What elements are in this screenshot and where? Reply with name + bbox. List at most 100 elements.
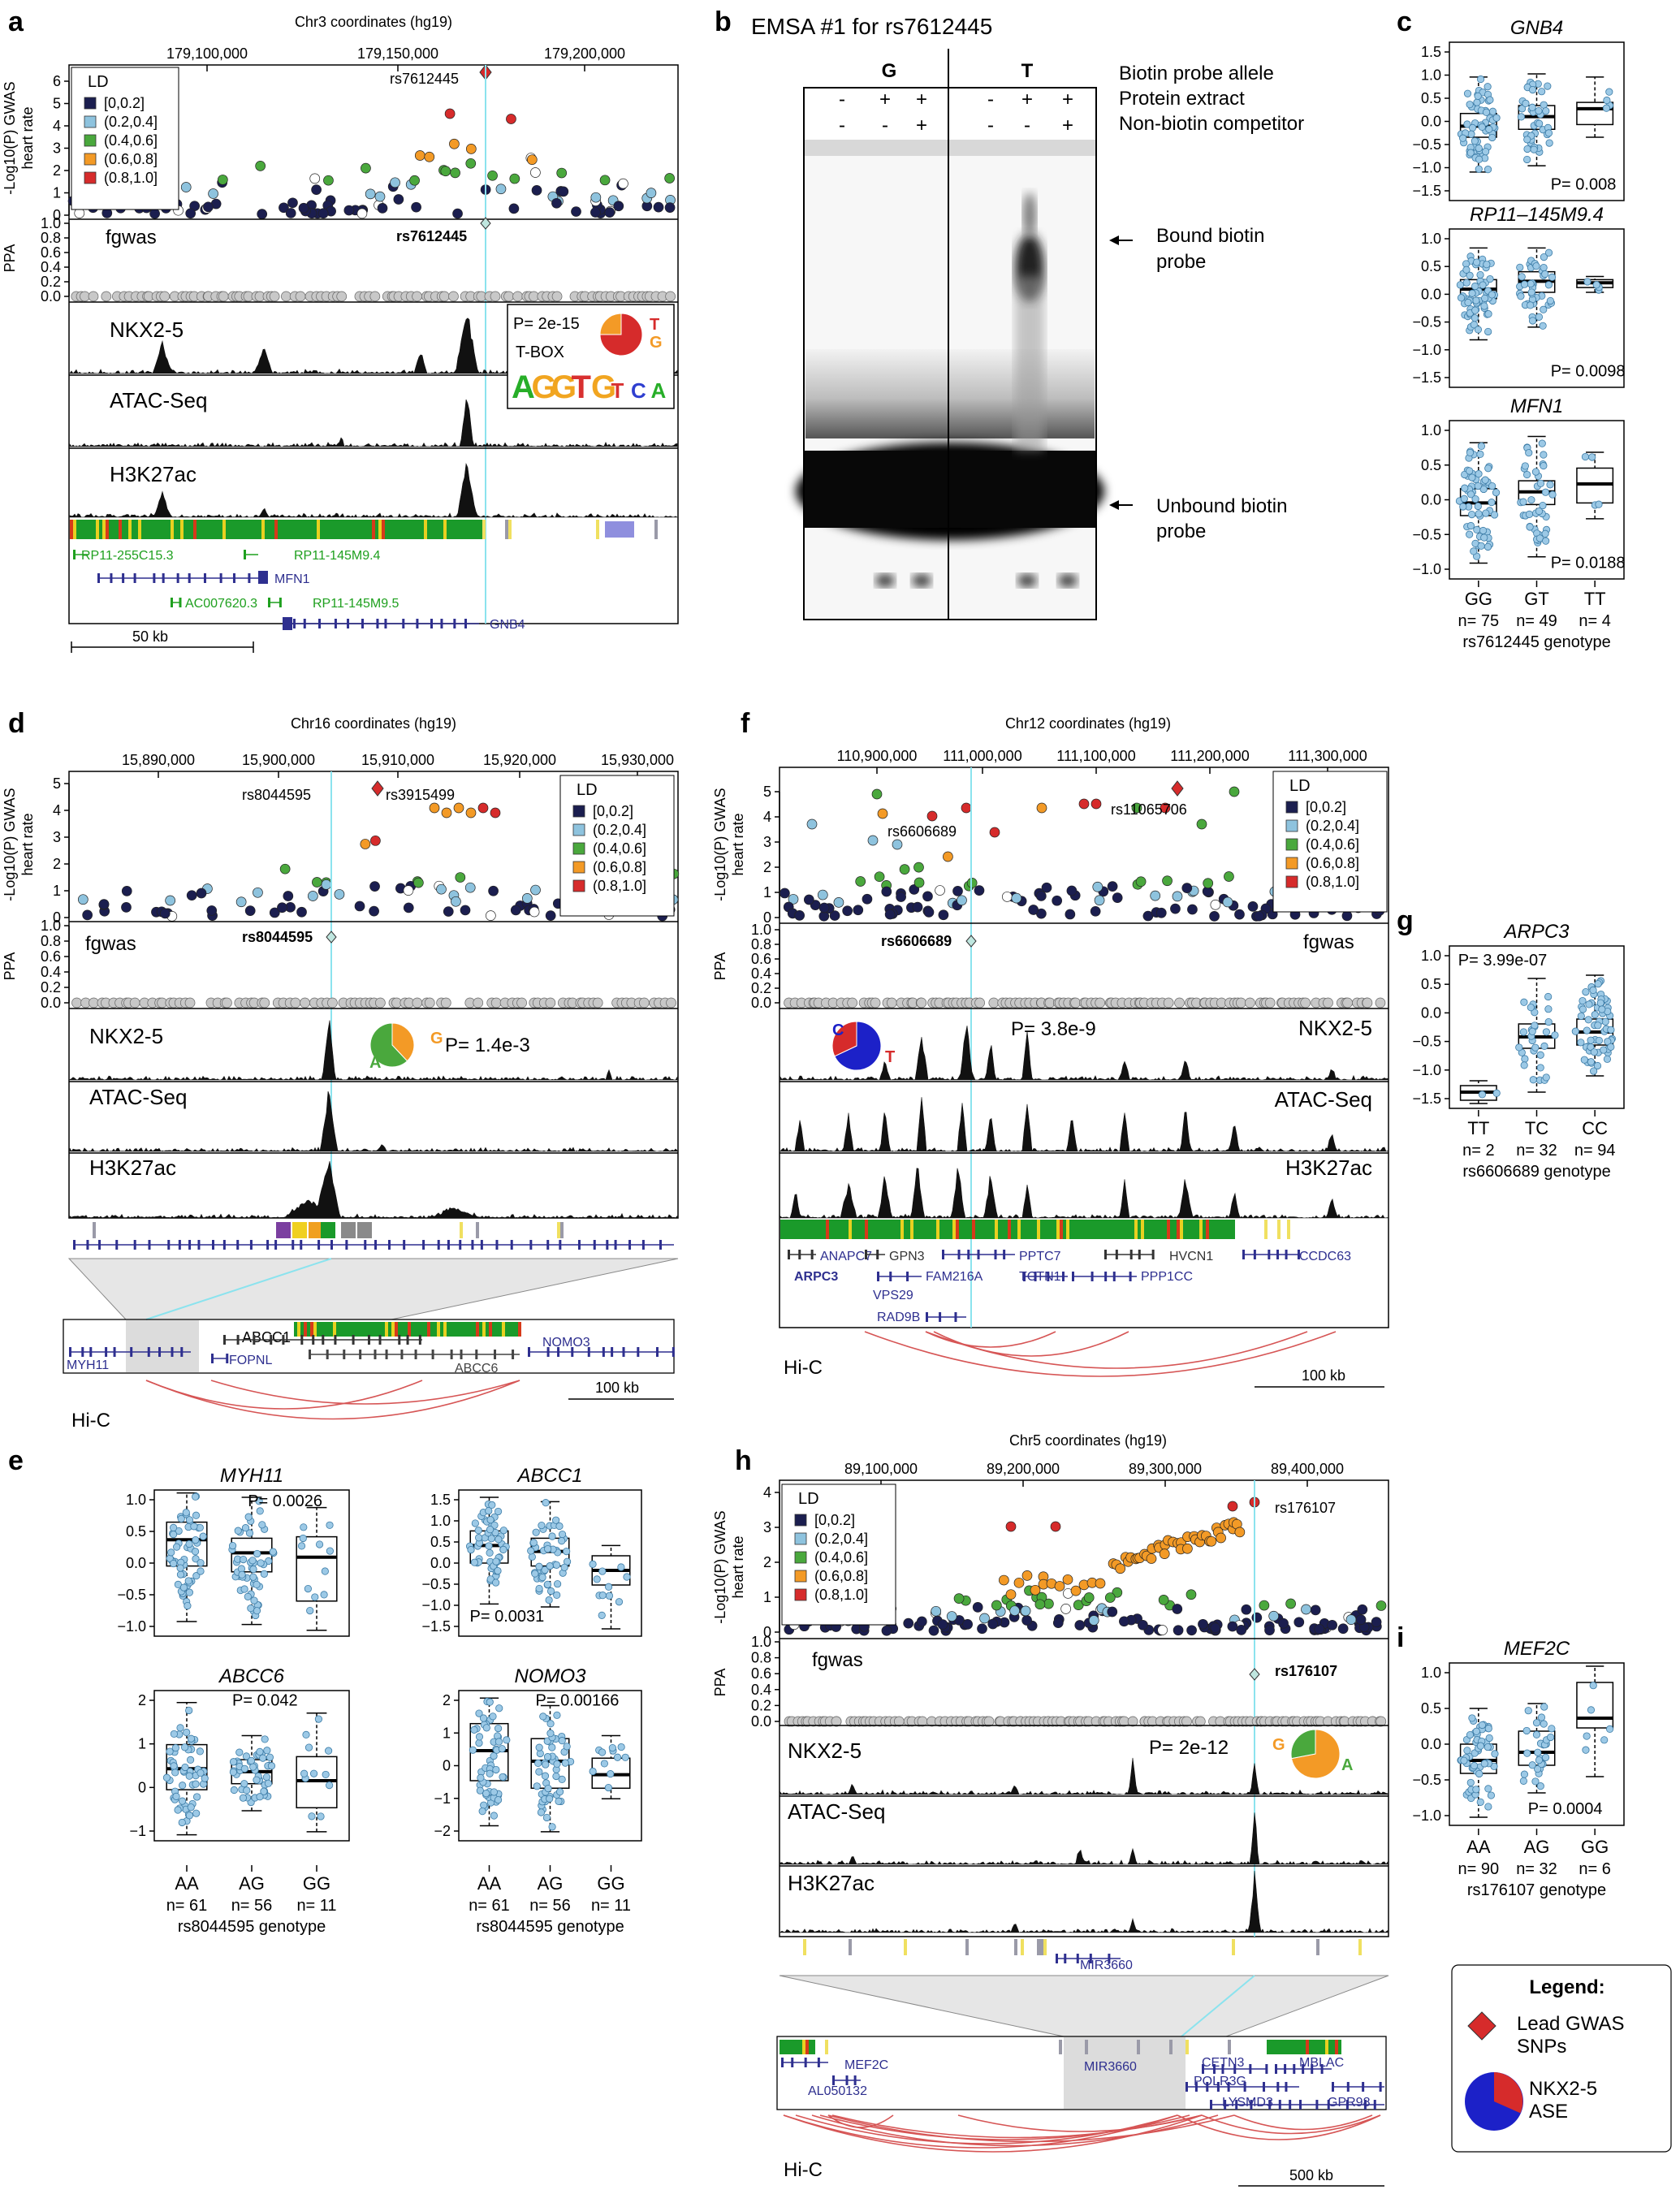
state-segment [792,2040,796,2054]
gwas-point [531,185,542,196]
sample-point [1540,462,1548,470]
state-segment [913,1220,917,1239]
state-segment [148,520,151,539]
state-segment [206,520,209,539]
sample-point [1459,503,1467,511]
ppa-point [1376,1716,1387,1727]
ld-swatch [84,97,97,110]
gwas-point [203,201,214,213]
gwas-point [235,896,247,908]
gwas-point [277,902,287,913]
state-segment [1180,1220,1183,1239]
sample-point [546,1720,555,1728]
h3k27ac-track [780,1870,1388,1933]
state-segment [1137,2040,1140,2054]
state-segment [1358,1939,1362,1955]
exon [611,1347,614,1357]
sample-point [196,1523,204,1532]
gwas-point [1234,909,1245,920]
tick-label: −1.0 [1412,1062,1441,1078]
exon [453,619,456,628]
exon [133,573,136,583]
state-segment [115,520,119,539]
track-label: H3K27ac [89,1155,176,1180]
sample-point [253,1580,261,1588]
lead-snp-marker [1171,780,1184,797]
sample-point [239,1794,248,1802]
state-segment [453,1322,456,1337]
boxplot-pvalue: P= 0.0026 [248,1492,322,1510]
exon [791,2058,794,2067]
state-segment [813,1220,816,1239]
exon [832,2075,835,2085]
state-segment [962,1220,965,1239]
sample-point [532,1528,540,1536]
gwas-point [1229,786,1240,797]
sample-point [326,1782,334,1790]
gene-label: RP11-255C15.3 [81,549,174,563]
sample-point [1548,490,1557,499]
state-segment [336,1322,339,1337]
motif-letter: A [512,369,535,405]
state-segment [560,1222,564,1238]
ppa-point [375,997,386,1008]
ld-legend-item: (0.6,0.8] [593,859,646,875]
snp-label: rs8044595 [242,787,311,803]
state-segment [1280,2040,1283,2054]
gwas-point [360,839,371,849]
ppa-point [129,997,140,1008]
gwas-point [307,891,318,901]
sample-point [1542,1028,1550,1036]
ppa-point [269,291,280,302]
gwas-point [159,908,171,919]
gwas-point [255,161,266,171]
state-segment [904,1220,907,1239]
ppa-point [1194,1716,1206,1727]
sample-point [1520,998,1528,1006]
sample-point [1471,282,1479,291]
sample-point [1474,92,1482,100]
genotype-count: n= 49 [1516,612,1557,630]
state-segment [1229,1220,1232,1239]
exon [528,1347,530,1357]
state-segment [401,1322,404,1337]
sample-point [1535,106,1543,115]
sample-point [1484,1785,1492,1793]
sample-point [608,1743,616,1752]
exon [994,1250,997,1259]
pie-slice [391,1022,415,1062]
exon [253,1335,256,1345]
tick-label: 4 [763,809,771,825]
sample-point [181,1763,189,1772]
state-segment [878,1220,881,1239]
boxplot-frame [1449,228,1625,388]
gwas-point [912,901,923,913]
state-segment [1270,2040,1273,2054]
tick-label: 1.0 [751,922,771,938]
exon [1293,2064,1296,2074]
hic-arc [933,1331,1129,1357]
state-segment [1037,1939,1040,1955]
state-segment [1289,2040,1293,2054]
exon [361,619,364,628]
sample-point [1488,291,1496,299]
state-segment [304,1322,307,1337]
state-segment [803,1939,806,1955]
tick-label: 1 [763,884,771,900]
gwas-point [269,907,280,918]
exon [1235,2100,1238,2110]
sample-point [1462,279,1471,287]
exon [188,573,191,583]
sample-point [248,1557,257,1565]
tick-label: 15,910,000 [361,752,434,768]
gwas-point [952,886,963,896]
sample-point [1531,1043,1540,1052]
sample-point [1470,1761,1479,1770]
state-segment [1299,2040,1302,2054]
state-segment [1021,1220,1024,1239]
exon [1346,2082,1350,2092]
state-segment [995,1220,998,1239]
track-label: ATAC-Seq [89,1085,187,1109]
